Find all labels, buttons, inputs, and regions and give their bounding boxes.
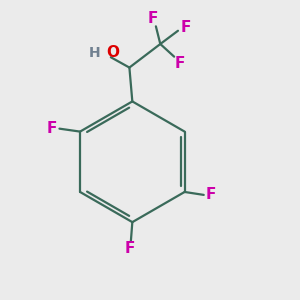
Text: F: F <box>206 188 216 202</box>
Text: H: H <box>88 46 100 60</box>
Text: O: O <box>106 45 119 60</box>
Text: F: F <box>124 241 135 256</box>
Text: F: F <box>174 56 184 70</box>
Text: F: F <box>47 121 57 136</box>
Text: F: F <box>180 20 190 35</box>
Text: F: F <box>148 11 158 26</box>
